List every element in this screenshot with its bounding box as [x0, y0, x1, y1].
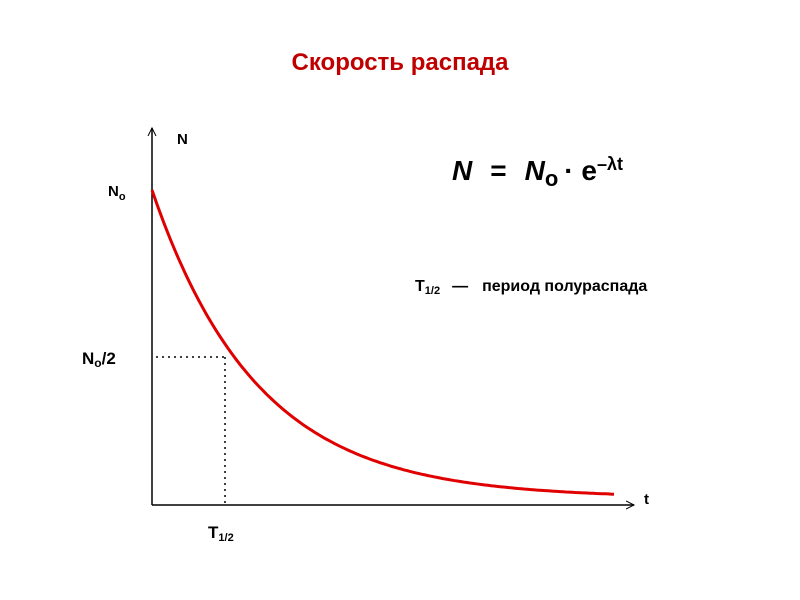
n0-label: No	[108, 183, 126, 203]
t-half-label: T1/2	[208, 523, 234, 544]
legend-dash: —	[452, 278, 468, 295]
formula-sub: o	[545, 166, 558, 191]
t-half-main: T	[208, 523, 219, 542]
formula-exp: –λt	[597, 154, 623, 174]
y-axis-label: N	[177, 131, 188, 148]
formula-dot: · e	[564, 155, 597, 186]
x-axis-label: t	[644, 491, 649, 508]
legend: T1/2 — период полураспада	[415, 278, 647, 297]
formula: N = No · e–λt	[452, 154, 623, 191]
n0-half-main: N	[82, 349, 94, 368]
legend-text: период полураспада	[482, 278, 647, 295]
formula-n: N	[525, 155, 546, 186]
legend-sub: 1/2	[425, 285, 440, 297]
n0-half-sub: o	[94, 356, 101, 370]
formula-lhs: N	[452, 155, 473, 186]
formula-eq: =	[490, 155, 506, 186]
n0-sub: o	[119, 191, 126, 203]
n0-main: N	[108, 183, 119, 200]
n0-half-suffix: /2	[102, 349, 116, 368]
legend-symbol: T	[415, 278, 425, 295]
title: Скорость распада	[292, 49, 510, 76]
t-half-sub: 1/2	[218, 532, 233, 544]
decay-curve	[150, 189, 615, 496]
n0-half-label: No/2	[82, 349, 116, 370]
